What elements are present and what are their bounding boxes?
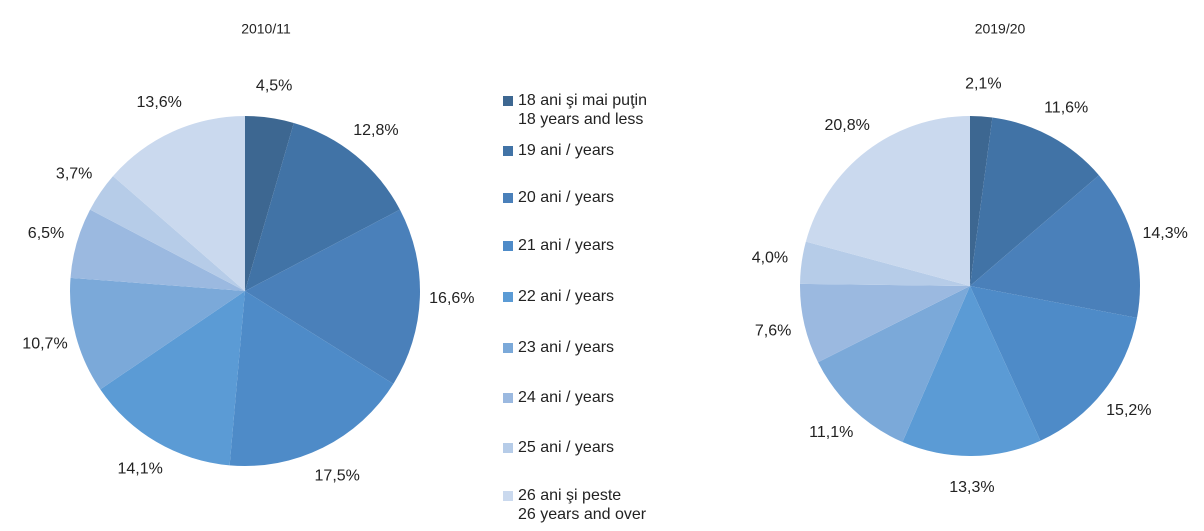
data-label: 20,8% bbox=[825, 117, 870, 134]
data-label: 11,1% bbox=[809, 424, 853, 441]
legend-label: 22 ani / years bbox=[518, 288, 615, 305]
legend-swatch bbox=[503, 146, 513, 156]
data-label: 3,7% bbox=[56, 165, 92, 182]
data-label: 10,7% bbox=[22, 336, 67, 353]
data-label: 14,1% bbox=[118, 461, 163, 478]
legend-swatch bbox=[503, 193, 513, 203]
pie-slice bbox=[800, 283, 970, 363]
chart-title: 2010/11 bbox=[241, 21, 291, 37]
pie-slice bbox=[800, 241, 970, 286]
legend-swatch bbox=[503, 491, 513, 501]
data-label: 15,2% bbox=[1106, 402, 1151, 419]
chart-title: 2019/20 bbox=[975, 21, 1026, 37]
legend-swatch bbox=[503, 96, 513, 106]
pie-slice bbox=[818, 286, 970, 443]
pie-slice bbox=[113, 116, 245, 291]
pie-slice bbox=[970, 286, 1137, 441]
pie-slice bbox=[229, 291, 394, 466]
legend-label: 18 ani şi mai puţin 18 years and less bbox=[518, 92, 647, 128]
legend-swatch bbox=[503, 292, 513, 302]
pie-slice bbox=[245, 122, 400, 291]
pie-slice bbox=[90, 176, 245, 291]
data-label: 13,6% bbox=[137, 94, 182, 111]
data-label: 7,6% bbox=[755, 323, 791, 340]
legend-swatch bbox=[503, 343, 513, 353]
legend-label: 24 ani / years bbox=[518, 389, 615, 406]
data-label: 4,0% bbox=[752, 249, 788, 266]
data-label: 17,5% bbox=[315, 468, 360, 485]
data-label: 12,8% bbox=[353, 122, 398, 139]
legend-label: 25 ani / years bbox=[518, 439, 615, 456]
data-label: 13,3% bbox=[949, 479, 994, 496]
pie-slice bbox=[70, 209, 245, 291]
pie-slice bbox=[970, 175, 1141, 318]
pie-slice bbox=[902, 286, 1041, 457]
pie-slice bbox=[70, 277, 245, 390]
data-label: 14,3% bbox=[1142, 225, 1187, 242]
legend-label: 20 ani / years bbox=[518, 189, 615, 206]
legend-label: 21 ani / years bbox=[518, 237, 615, 254]
pie-slice bbox=[805, 116, 970, 286]
pie-slice bbox=[245, 116, 294, 291]
pie-slice bbox=[245, 209, 420, 384]
legend-label: 26 ani şi peste 26 years and over bbox=[518, 487, 647, 523]
data-label: 11,6% bbox=[1044, 100, 1088, 117]
data-label: 16,6% bbox=[429, 290, 474, 307]
legend-swatch bbox=[503, 241, 513, 251]
data-label: 2,1% bbox=[965, 76, 1001, 93]
pie-slice bbox=[100, 291, 246, 466]
legend-label: 23 ani / years bbox=[518, 339, 615, 356]
legend-swatch bbox=[503, 393, 513, 403]
pie-slice bbox=[970, 117, 1099, 287]
legend-label: 19 ani / years bbox=[518, 142, 615, 159]
pie-slice bbox=[970, 116, 993, 286]
legend-swatch bbox=[503, 443, 513, 453]
data-label: 4,5% bbox=[256, 77, 292, 94]
data-label: 6,5% bbox=[28, 225, 64, 242]
